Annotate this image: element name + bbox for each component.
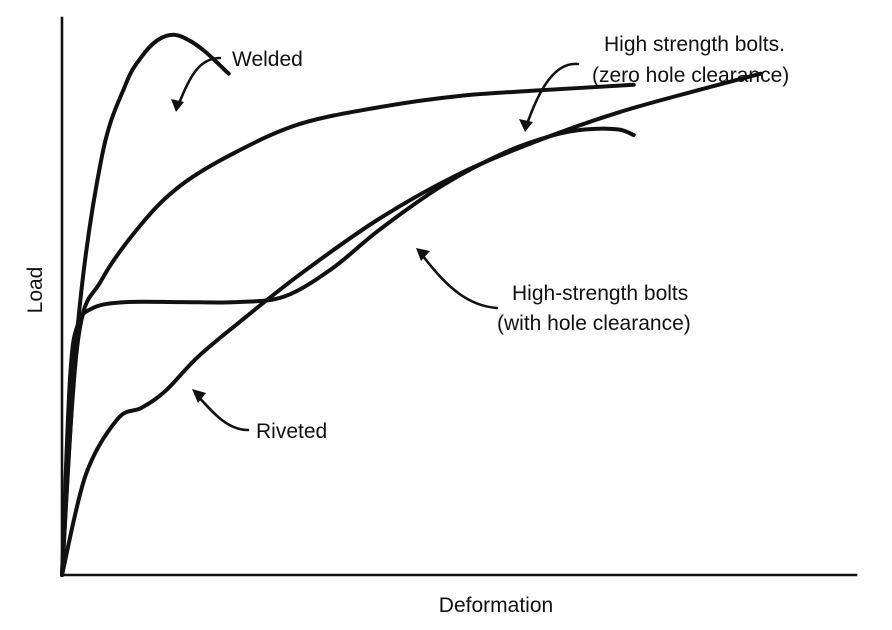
label-hsb-hole-line2: (with hole clearance) (497, 312, 691, 335)
arrowhead-hsb-hole (416, 248, 430, 261)
label-riveted: Riveted (256, 420, 327, 443)
label-hsb-zero-line2: (zero hole clearance) (592, 64, 789, 87)
series-line-high-strength-bolts-with-hole-clearance (60, 126, 636, 577)
leader-welded (176, 56, 222, 108)
arrowhead-riveted (192, 389, 206, 403)
label-hsb-zero-line1: High strength bolts. (604, 33, 785, 56)
label-hsb-hole-line1: High-strength bolts (512, 282, 688, 305)
y-axis-label: Load (24, 267, 47, 314)
leader-hsb-hole (418, 250, 499, 310)
x-axis-label: Deformation (439, 594, 553, 617)
leader-hsb-zero (524, 62, 580, 129)
label-welded: Welded (232, 48, 303, 71)
series-curves (60, 32, 763, 577)
leader-riveted (194, 392, 250, 432)
series-line-riveted (60, 71, 763, 577)
series-line-high-strength-bolts-zero-hole-clearance (60, 82, 636, 577)
arrowhead-welded (171, 99, 184, 112)
annotation-leaders (171, 56, 580, 432)
arrowhead-hsb-zero (519, 119, 533, 132)
